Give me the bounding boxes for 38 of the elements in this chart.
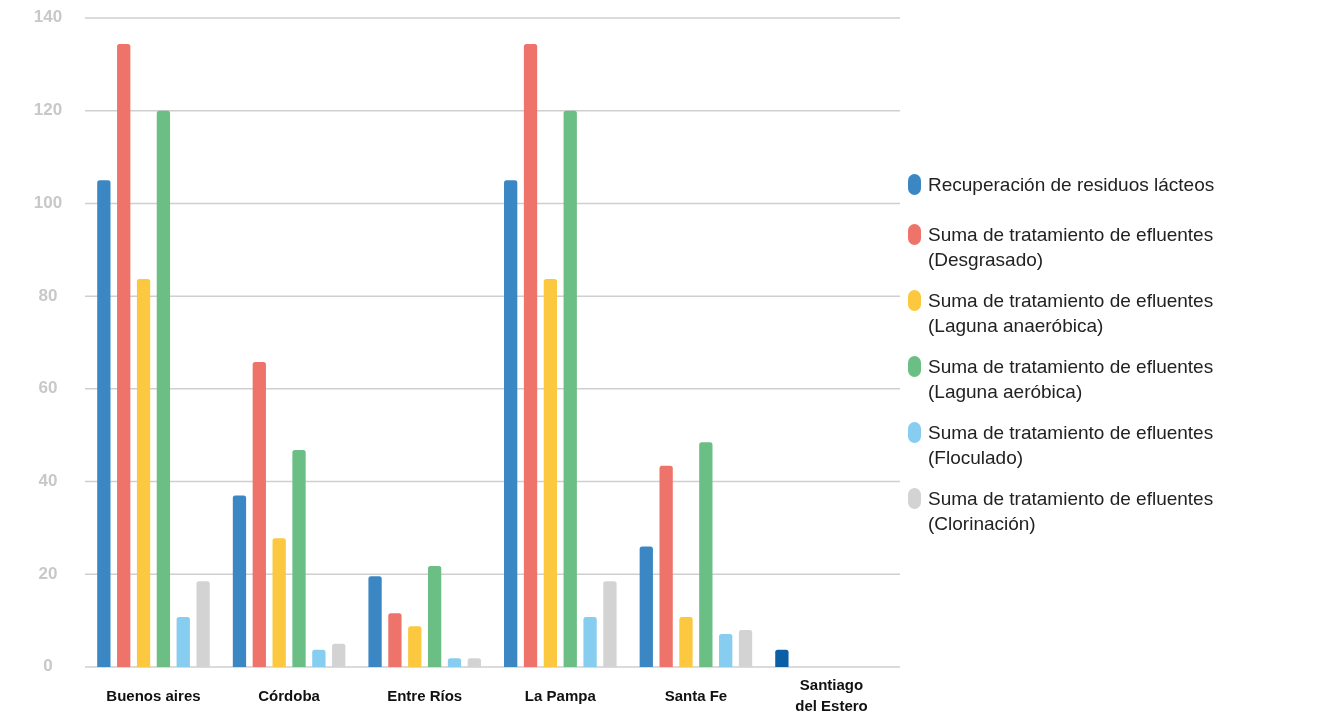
bar — [775, 649, 789, 667]
x-tick-label: La Pampa — [524, 686, 597, 704]
bar — [312, 649, 326, 667]
legend-label: Suma de tratamiento de efluentes (Floculado) — [928, 422, 1214, 469]
bar — [156, 110, 171, 667]
legend-label: Recuperación de residuos lácteos — [928, 174, 1215, 196]
bar — [252, 361, 266, 667]
legend-label: Suma de tratamiento de efluentes (Clorinación) — [928, 488, 1214, 535]
bar — [659, 465, 673, 667]
bar — [563, 110, 577, 667]
bar — [504, 180, 518, 667]
x-tick-label: Santiago del Estero — [795, 675, 868, 714]
bar — [543, 278, 558, 667]
bar — [117, 43, 131, 667]
bar — [639, 546, 653, 667]
bar — [583, 616, 597, 667]
bar — [176, 616, 190, 667]
bar — [447, 658, 462, 667]
bar — [699, 442, 713, 667]
bar — [232, 495, 247, 667]
bar — [272, 538, 286, 667]
legend-label: Suma de tratamiento de efluentes (Laguna anaeróbica) — [928, 290, 1214, 337]
bar — [427, 565, 442, 667]
bar — [388, 613, 402, 667]
bar — [679, 616, 693, 667]
bar — [136, 278, 151, 667]
bar — [408, 626, 422, 667]
x-tick-label: Córdoba — [258, 686, 321, 704]
bar — [523, 43, 538, 667]
x-tick-label: Santa Fe — [664, 686, 728, 704]
bar — [292, 450, 306, 667]
legend-label: Suma de tratamiento de efluentes (Laguna aeróbica) — [928, 356, 1214, 403]
bar — [368, 576, 382, 667]
bar — [97, 180, 111, 667]
legend-label: Suma de tratamiento de efluentes (Desgrasado) — [928, 224, 1214, 271]
bar — [719, 634, 733, 667]
x-tick-label: Buenos aires — [106, 686, 201, 704]
x-tick-label: Entre Ríos — [387, 686, 463, 704]
